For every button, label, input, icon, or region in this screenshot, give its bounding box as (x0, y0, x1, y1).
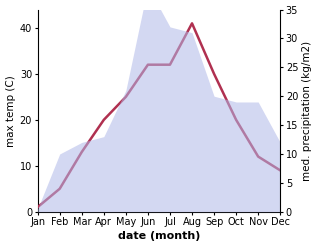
Y-axis label: med. precipitation (kg/m2): med. precipitation (kg/m2) (302, 41, 313, 181)
Y-axis label: max temp (C): max temp (C) (5, 75, 16, 146)
X-axis label: date (month): date (month) (118, 231, 200, 242)
